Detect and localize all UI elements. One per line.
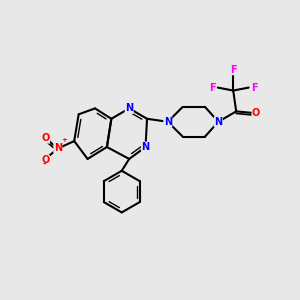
Text: O: O	[41, 155, 50, 165]
Text: F: F	[251, 82, 257, 93]
Text: N: N	[142, 142, 150, 152]
Text: N: N	[54, 143, 62, 153]
Text: N: N	[214, 117, 222, 127]
Text: -: -	[43, 160, 46, 169]
Text: O: O	[41, 133, 50, 143]
Text: +: +	[61, 137, 67, 143]
Text: O: O	[252, 108, 260, 118]
Text: N: N	[125, 103, 133, 113]
Text: F: F	[230, 65, 236, 75]
Text: F: F	[209, 82, 216, 93]
Text: N: N	[164, 117, 172, 127]
